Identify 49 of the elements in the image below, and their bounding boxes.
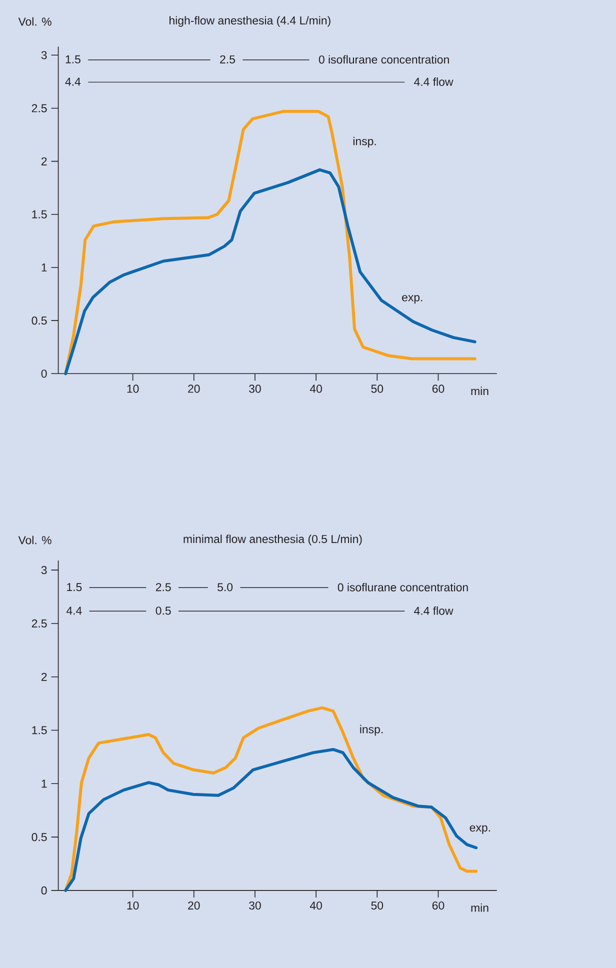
- x-axis-title: min: [471, 386, 488, 395]
- x-tick-label: 30: [249, 901, 261, 910]
- chart-title: high-flow anesthesia (4.4 L/min): [170, 16, 330, 27]
- x-tick-label: 50: [371, 384, 384, 393]
- x-tick-label: 60: [432, 901, 444, 910]
- y-tick-label: 1.5: [32, 210, 47, 218]
- annotation: 4.4: [66, 606, 82, 615]
- y-tick-label: 0: [41, 886, 47, 895]
- y-axis-title: Vol. %: [18, 17, 52, 26]
- series-label: exp.: [470, 825, 490, 834]
- y-tick-label: 1.5: [32, 726, 47, 734]
- y-tick-label: 0: [41, 370, 47, 378]
- annotation: 4.4 flow: [414, 77, 454, 86]
- chart-title: minimal flow anesthesia (0.5 L/min): [184, 534, 362, 546]
- x-tick-label: 60: [432, 384, 444, 393]
- y-tick-label: 3: [41, 51, 47, 60]
- x-tick-label: 50: [371, 901, 384, 910]
- y-tick-label: 2.5: [32, 619, 47, 628]
- y-tick-label: 1: [42, 264, 47, 272]
- y-tick-label: 2: [41, 672, 47, 681]
- annotation: 0.5: [156, 606, 171, 615]
- annotation: 2.5: [220, 55, 235, 64]
- y-tick-label: 0.5: [32, 316, 47, 325]
- annotation: 5.0: [218, 583, 233, 592]
- x-tick-label: 40: [310, 901, 322, 910]
- y-tick-label: 1: [42, 780, 47, 788]
- y-axis-title: Vol. %: [18, 536, 52, 544]
- annotation: 1.5: [66, 55, 80, 64]
- y-tick-label: 2: [41, 157, 47, 166]
- line-series: [64, 168, 476, 376]
- annotation: 4.4: [65, 78, 81, 86]
- annotation: 4.4 flow: [414, 606, 454, 615]
- series-label: exp.: [402, 295, 422, 304]
- x-tick-label: 10: [127, 384, 139, 393]
- x-axis-title: min: [471, 903, 488, 912]
- x-tick-label: 30: [249, 384, 261, 393]
- y-tick-label: 3: [41, 566, 47, 574]
- y-tick-label: 0.5: [32, 833, 47, 842]
- x-tick-label: 40: [310, 384, 322, 393]
- x-tick-label: 20: [188, 901, 200, 910]
- x-tick-label: 20: [188, 384, 200, 393]
- annotation: 0 isoflurane concentration: [338, 582, 468, 592]
- y-tick-label: 2.5: [32, 104, 47, 112]
- annotation: 2.5: [156, 583, 171, 592]
- series-label: insp.: [353, 136, 376, 148]
- x-tick-label: 10: [127, 901, 139, 910]
- annotation: 1.5: [67, 583, 82, 592]
- annotation: 0 isoflurane concentration: [318, 55, 449, 64]
- series-label: insp.: [360, 724, 383, 736]
